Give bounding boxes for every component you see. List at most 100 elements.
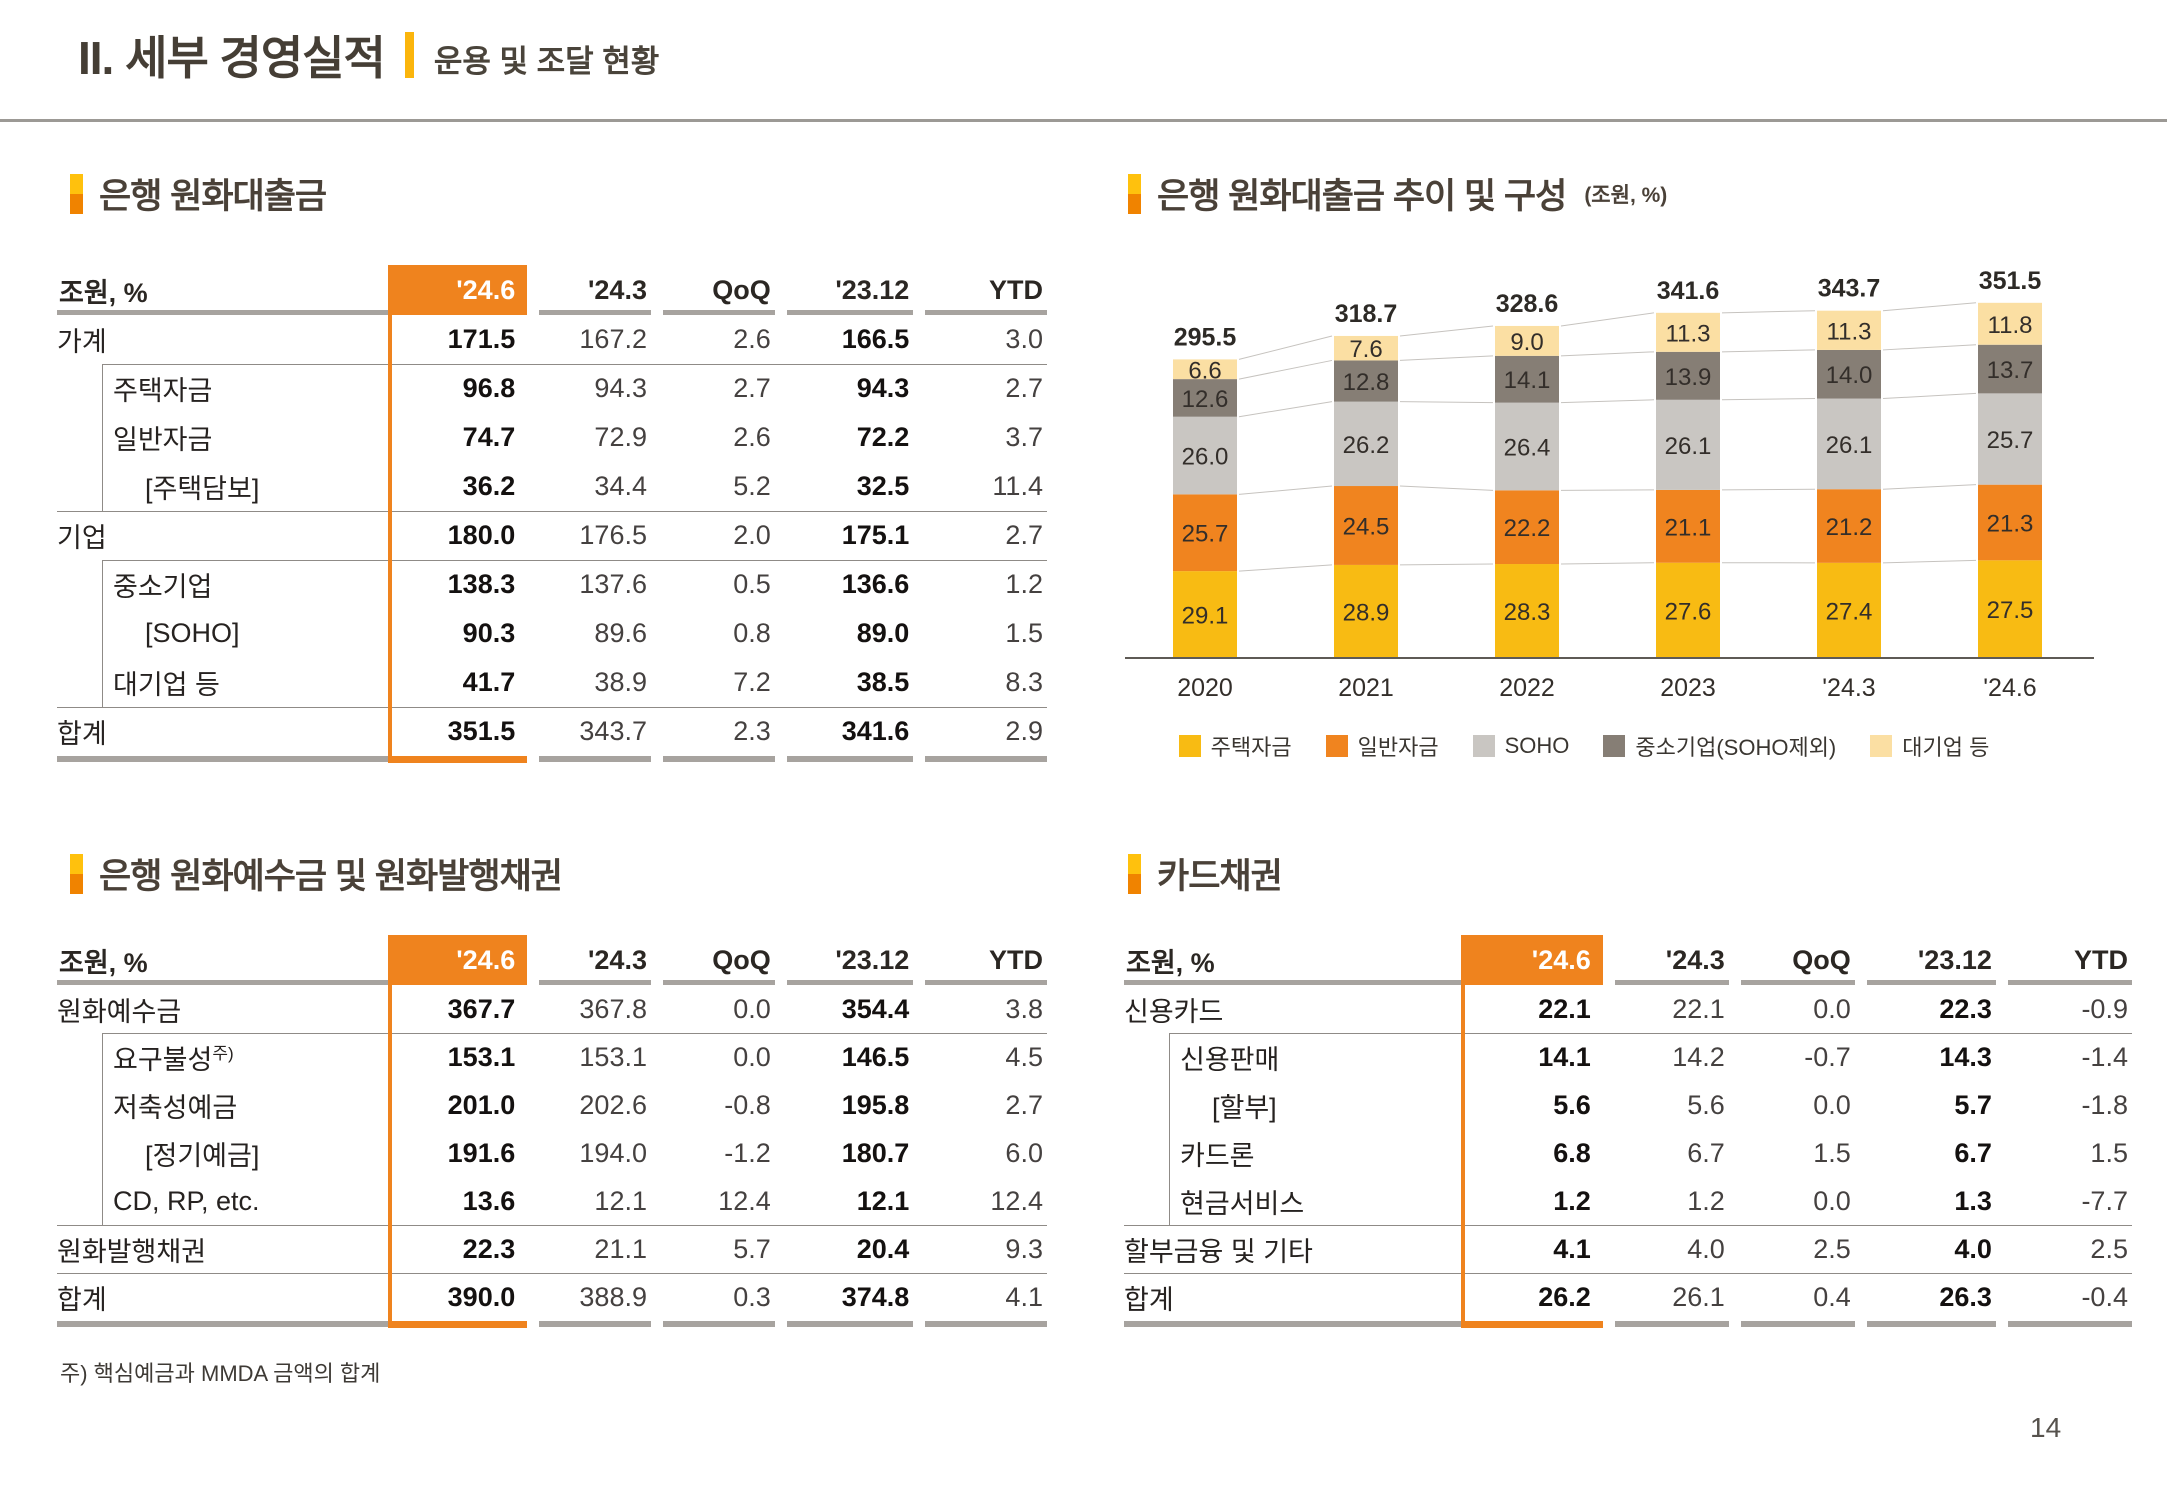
- bar-segment: [1334, 564, 1398, 658]
- value-cell: 5.7: [733, 1233, 771, 1264]
- value-cell: 4.0: [1687, 1233, 1725, 1264]
- legend-item: 일반자금: [1325, 730, 1439, 762]
- value-cell: 1.3: [1954, 1185, 1992, 1216]
- legend-item: 주택자금: [1178, 730, 1292, 762]
- table-row: 저축성예금 201.0 202.6 -0.8 195.8 2.7: [57, 1081, 1047, 1129]
- period-header: '24.3: [588, 274, 647, 305]
- value-cell: 3.8: [1005, 993, 1043, 1024]
- row-label: 대기업 등: [113, 670, 220, 700]
- bar-segment: [1334, 486, 1398, 565]
- header-rule-segment: [1740, 980, 1855, 985]
- x-axis-tick-label: '24.6: [1983, 674, 2036, 702]
- table-row: 합계 26.2 26.1 0.4 26.3 -0.4: [1124, 1273, 2132, 1321]
- value-cell: 5.6: [1687, 1089, 1725, 1120]
- section-accent-bar-icon: [70, 173, 83, 214]
- legend-item: 중소기업(SOHO제외): [1603, 730, 1836, 762]
- value-cell: 12.1: [594, 1185, 647, 1216]
- value-cell: 146.5: [841, 1041, 910, 1072]
- bar-segment: [1978, 302, 2042, 345]
- header-rule-segment: [786, 310, 914, 315]
- segment-connector-line: [1882, 302, 1977, 312]
- highlight-column-line: [1460, 935, 1465, 1328]
- highlight-period-header: '24.6: [388, 935, 528, 985]
- value-cell: 96.8: [462, 373, 516, 403]
- value-cell: 5.2: [733, 471, 771, 501]
- legend-swatch-icon: [1325, 735, 1348, 757]
- value-cell: 2.7: [1005, 520, 1043, 550]
- table-bottom-rule: [57, 756, 1047, 763]
- bottom-rule-segment: [786, 756, 914, 762]
- value-cell: 72.2: [856, 422, 910, 452]
- legend-label: 주택자금: [1210, 735, 1292, 760]
- value-cell: 367.7: [447, 993, 516, 1024]
- segment-value-label: 29.1: [1182, 603, 1229, 630]
- value-cell: 0.0: [733, 1041, 771, 1072]
- value-cell: 38.9: [594, 667, 647, 697]
- bar-segment: [1656, 351, 1720, 400]
- row-label: [SOHO]: [145, 618, 240, 648]
- value-cell: 90.3: [462, 618, 516, 648]
- row-label: 합계: [1124, 1284, 1174, 1315]
- table-header-row: 조원, % '24.6 '24.3 QoQ '23.12 YTD: [1124, 935, 2132, 985]
- unit-label: 조원, %: [59, 277, 148, 308]
- value-cell: -1.8: [2081, 1089, 2128, 1120]
- header-rule-segment: [1866, 980, 1996, 985]
- period-header: YTD: [988, 274, 1043, 305]
- segment-value-label: 25.7: [1182, 521, 1229, 548]
- bar-segment: [1173, 416, 1237, 495]
- bar-segment: [1495, 564, 1559, 658]
- value-cell: 351.5: [447, 716, 516, 746]
- card-table: 조원, % '24.6 '24.3 QoQ '23.12 YTD 신용카드 22.1 22.1 0…: [1124, 935, 2132, 1328]
- row-label: [주택담보]: [145, 474, 260, 504]
- bottom-rule-segment: [1124, 1321, 1462, 1327]
- bottom-rule-segment: [662, 1321, 775, 1327]
- bar-segment: [1173, 379, 1237, 417]
- legend-item: SOHO: [1472, 733, 1569, 759]
- segment-connector-line: [1882, 344, 1977, 351]
- bar-segment: [1817, 562, 1881, 658]
- segment-connector-line: [1721, 488, 1816, 491]
- value-cell: 0.0: [733, 993, 771, 1024]
- value-cell: 0.0: [1813, 1089, 1851, 1120]
- value-cell: 9.3: [1005, 1233, 1043, 1264]
- bar-segment: [1656, 399, 1720, 490]
- legend-item: 대기업 등: [1870, 730, 1989, 762]
- bar-segment: [1495, 325, 1559, 356]
- segment-value-label: 11.8: [1988, 312, 2033, 339]
- bar-total-label: 328.6: [1496, 290, 1559, 318]
- table-bottom-rule: [1124, 1321, 2132, 1328]
- table-row: 기업 180.0 176.5 2.0 175.1 2.7: [57, 511, 1047, 560]
- value-cell: 36.2: [462, 471, 516, 501]
- value-cell: 2.7: [733, 373, 771, 403]
- value-cell: -1.4: [2081, 1041, 2128, 1072]
- value-cell: 0.5: [733, 569, 771, 599]
- value-cell: 12.4: [990, 1185, 1043, 1216]
- page-subtitle: 운용 및 조달 현황: [433, 44, 660, 79]
- table-row: 신용카드 22.1 22.1 0.0 22.3 -0.9: [1124, 985, 2132, 1033]
- value-cell: 0.3: [733, 1281, 771, 1312]
- bar-segment: [1495, 355, 1559, 403]
- table-header-row: 조원, % '24.6 '24.3 QoQ '23.12 YTD: [57, 265, 1047, 315]
- bar-segment: [1817, 349, 1881, 399]
- value-cell: 343.7: [579, 716, 647, 746]
- segment-value-label: 26.4: [1504, 434, 1551, 461]
- value-cell: 341.6: [841, 716, 910, 746]
- table-row: 중소기업 138.3 137.6 0.5 136.6 1.2: [57, 560, 1047, 609]
- value-cell: 14.1: [1538, 1041, 1591, 1072]
- value-cell: 22.1: [1672, 993, 1725, 1024]
- segment-value-label: 12.8: [1343, 369, 1390, 396]
- value-cell: 1.5: [1005, 618, 1043, 648]
- segment-connector-line: [1399, 401, 1494, 404]
- value-cell: 0.0: [1813, 1185, 1851, 1216]
- table-row: CD, RP, etc. 13.6 12.1 12.4 12.1 12.4: [57, 1177, 1047, 1225]
- section-chart-title: 은행 원화대출금 추이 및 구성 (조원, %): [1128, 168, 1667, 219]
- value-cell: 171.5: [447, 324, 516, 354]
- segment-value-label: 6.6: [1188, 357, 1221, 384]
- bar-segment: [1978, 484, 2042, 561]
- bar-segment: [1495, 490, 1559, 565]
- value-cell: 11.4: [992, 471, 1043, 501]
- header-rule-segment: [786, 980, 914, 985]
- value-cell: -0.9: [2081, 993, 2128, 1024]
- header-rule-segment: [539, 310, 651, 315]
- value-cell: 3.7: [1005, 422, 1043, 452]
